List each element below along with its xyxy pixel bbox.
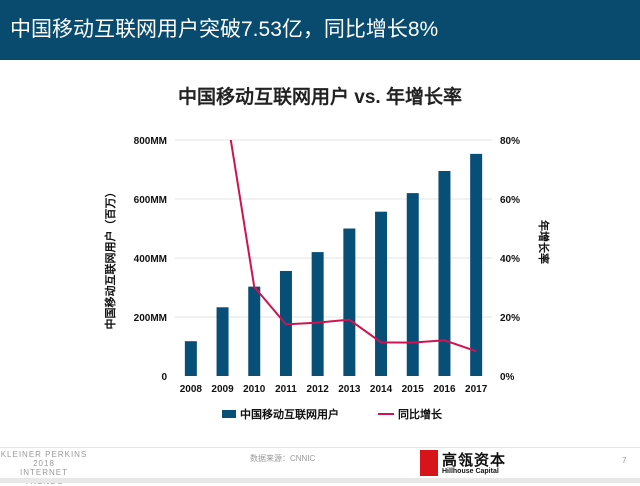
legend: 中国移动互联网用户 同比增长 [222, 407, 443, 421]
bar-2012 [312, 252, 324, 376]
logo-en: Hillhouse Capital [442, 468, 499, 475]
bar-2014 [375, 212, 387, 376]
y-tick-label: 0 [161, 372, 167, 383]
bottom-bar [0, 478, 640, 483]
x-tick-label: 2015 [402, 384, 425, 395]
bar-2008 [185, 341, 197, 376]
brand-line: KLEINER PERKINS [0, 450, 88, 459]
legend-bar-label: 中国移动互联网用户 [240, 407, 339, 421]
y2-tick-label: 20% [500, 313, 520, 324]
x-tick-label: 2011 [275, 384, 297, 395]
x-tick-label: 2016 [433, 384, 456, 395]
y-tick-label: 200MM [134, 313, 167, 324]
x-tick-label: 2014 [370, 384, 393, 395]
page-number: 7 [622, 456, 626, 465]
y2-tick-label: 40% [500, 254, 520, 265]
y-tick-label: 600MM [134, 195, 167, 206]
x-tick-label: 2010 [243, 384, 266, 395]
bar-2010 [248, 287, 260, 376]
y-axis-label: 中国移动互联网用户（百万） [103, 187, 117, 330]
y-tick-label: 400MM [134, 254, 167, 265]
y2-axis-label: 年增长率 [537, 220, 551, 264]
brand-line: INTERNET TRENDS [0, 468, 88, 486]
bar-2016 [438, 171, 450, 376]
data-source: 数据来源：CNNIC [250, 453, 315, 464]
bar-2009 [217, 307, 229, 376]
y2-tick-label: 60% [500, 195, 520, 206]
bar-2017 [470, 154, 482, 376]
y-tick-label: 800MM [134, 136, 167, 147]
x-tick-label: 2009 [211, 384, 234, 395]
brand-line: 2018 [0, 459, 88, 468]
x-tick-label: 2012 [307, 384, 330, 395]
x-tick-label: 2013 [338, 384, 361, 395]
bar-2015 [407, 193, 419, 376]
hillhouse-logo [420, 450, 438, 476]
footer-divider [0, 447, 640, 448]
logo-cn: 高瓴资本 [442, 449, 506, 470]
bar-2013 [343, 229, 355, 377]
y2-tick-label: 0% [500, 372, 515, 383]
x-tick-label: 2008 [180, 384, 203, 395]
legend-bar-swatch [222, 410, 236, 418]
legend-line-label: 同比增长 [398, 407, 443, 421]
x-tick-label: 2017 [465, 384, 488, 395]
y2-tick-label: 80% [500, 136, 520, 147]
